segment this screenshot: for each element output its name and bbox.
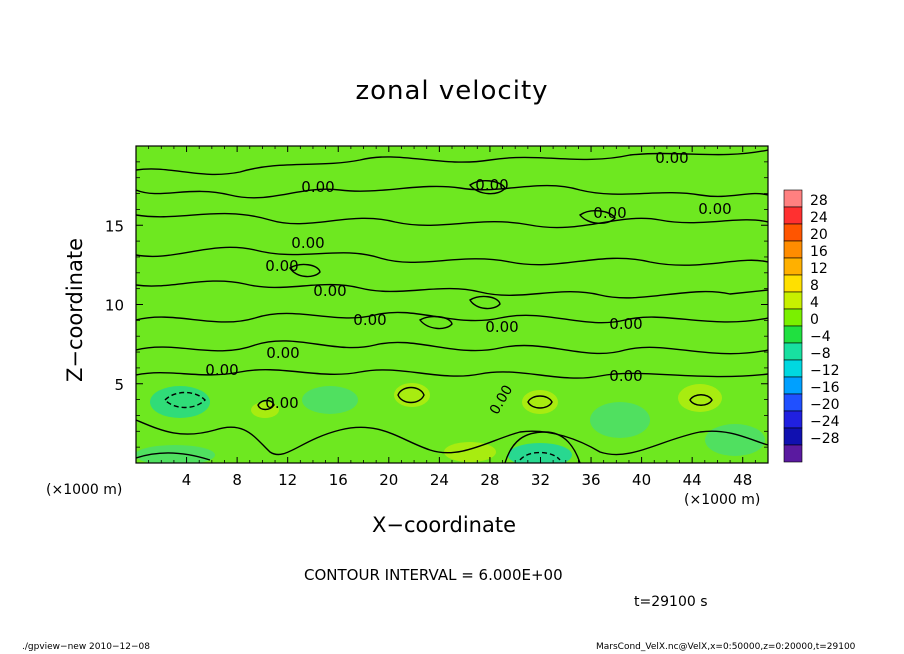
x-axis: 4 8 12 16 20 24 28 32 36 40 44 48 <box>148 146 756 489</box>
y-axis-label: Z−coordinate <box>63 238 87 382</box>
velocity-patch <box>705 424 765 456</box>
velocity-patch <box>522 390 558 414</box>
x-tick-label: 4 <box>182 471 192 489</box>
footer-right: MarsCond_VelX.nc@VelX,x=0:50000,z=0:2000… <box>596 642 856 652</box>
colorbar-label: 0 <box>810 312 819 328</box>
x-axis-label: X−coordinate <box>372 513 516 537</box>
x-tick-label: 28 <box>480 471 499 489</box>
colorbar-label: 20 <box>810 227 828 243</box>
plot-area <box>136 146 768 463</box>
y-tick-label: 15 <box>105 217 124 235</box>
contour-label: 0.00 <box>266 344 299 362</box>
contour-interval: CONTOUR INTERVAL = 6.000E+00 <box>304 566 563 584</box>
time-label: t=29100 s <box>634 594 708 610</box>
contour-label: 0.00 <box>291 234 324 252</box>
colorbar-label: 8 <box>810 278 819 294</box>
colorbar-label: 24 <box>810 210 828 226</box>
contour-labels: 0.00 0.00 0.00 0.00 0.00 0.00 0.00 0.00 0.00 0.00… <box>205 149 731 417</box>
chart-title: zonal velocity <box>355 76 549 106</box>
velocity-patch <box>444 442 496 462</box>
colorbar-segment <box>783 308 803 327</box>
colorbar-label: 4 <box>810 295 819 311</box>
colorbar-label: −8 <box>810 346 831 362</box>
colorbar-label: −20 <box>810 397 840 413</box>
colorbar-label: −28 <box>810 431 840 447</box>
x-tick-label: 24 <box>430 471 449 489</box>
contour-label: 0.00 <box>593 204 626 222</box>
colorbar-segment <box>783 393 803 412</box>
x-axis-unit: (×1000 m) <box>684 492 761 508</box>
y-axis: 5 10 15 <box>105 161 768 448</box>
colorbar-label: 28 <box>810 193 828 209</box>
colorbar-segment <box>783 444 803 463</box>
contour-label: 0.00 <box>265 257 298 275</box>
colorbar-segment <box>783 342 803 361</box>
contour-label: 0.00 <box>313 282 346 300</box>
x-tick-label: 48 <box>733 471 752 489</box>
colorbar-segment <box>783 257 803 276</box>
colorbar-segment <box>783 223 803 242</box>
velocity-patch <box>150 386 210 418</box>
y-axis-unit: (×1000 m) <box>46 482 123 498</box>
x-tick-label: 32 <box>531 471 550 489</box>
colorbar-label: −4 <box>810 329 831 345</box>
colorbar-segment <box>783 240 803 259</box>
velocity-patch <box>678 384 722 412</box>
contour-label: 0.00 <box>265 394 298 412</box>
contour-label: 0.00 <box>353 311 386 329</box>
y-tick-label: 10 <box>105 297 124 315</box>
colorbar-segment <box>783 325 803 344</box>
x-tick-label: 44 <box>683 471 702 489</box>
colorbar-segment <box>783 274 803 293</box>
contour-label: 0.00 <box>655 149 688 167</box>
colorbar-segment <box>783 427 803 446</box>
x-tick-label: 8 <box>232 471 242 489</box>
contour-label: 0.00 <box>609 367 642 385</box>
contour-label: 0.00 <box>205 361 238 379</box>
colorbar-segment <box>783 359 803 378</box>
colorbar-segment <box>783 376 803 395</box>
colorbar-label: −16 <box>810 380 840 396</box>
x-tick-label: 20 <box>379 471 398 489</box>
colorbar-segment <box>783 410 803 429</box>
colorbar-segment <box>783 189 803 208</box>
velocity-patch <box>590 402 650 438</box>
x-tick-label: 12 <box>278 471 297 489</box>
x-tick-label: 16 <box>329 471 348 489</box>
contour-lines <box>136 149 768 463</box>
velocity-patch <box>302 386 358 414</box>
colorbar-label: −12 <box>810 363 840 379</box>
velocity-patch <box>508 443 572 463</box>
contour-label: 0.00 <box>485 318 518 336</box>
colorbar-label: 12 <box>810 261 828 277</box>
x-tick-label: 40 <box>632 471 651 489</box>
footer-left: ./gpview−new 2010−12−08 <box>22 642 150 652</box>
contour-label: 0.00 <box>301 178 334 196</box>
contour-label: 0.00 <box>475 176 508 194</box>
y-tick-label: 5 <box>114 376 124 394</box>
colorbar-segment <box>783 291 803 310</box>
colorbar-segment <box>783 206 803 225</box>
colorbar-label: −24 <box>810 414 840 430</box>
x-tick-label: 36 <box>581 471 600 489</box>
colorbar-label: 16 <box>810 244 828 260</box>
contour-label: 0.00 <box>609 315 642 333</box>
velocity-patch <box>136 445 215 463</box>
contour-label: 0.00 <box>698 200 731 218</box>
